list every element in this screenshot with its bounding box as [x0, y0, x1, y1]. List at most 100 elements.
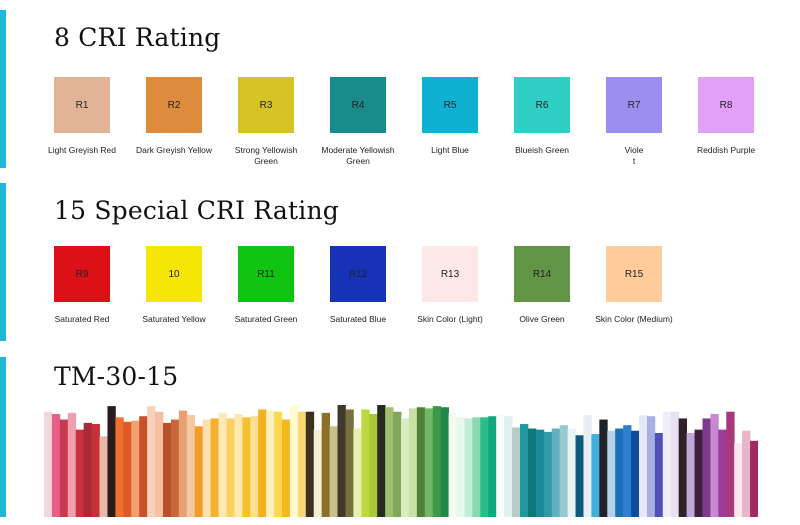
tm30-sample-bar: [654, 433, 664, 517]
tm30-sample-bar: [91, 424, 100, 517]
tm30-sample-bar: [662, 411, 672, 517]
tm30-sample-bar: [385, 407, 394, 517]
tm30-sample-bar: [742, 430, 751, 517]
swatch-name: Moderate Yellowish Green: [321, 145, 395, 166]
tm30-sample-bar: [520, 424, 529, 517]
tm30-sample-bar: [559, 425, 568, 517]
tm30-sample-bar: [432, 406, 442, 517]
cri15-title: 15 Special CRI Rating: [54, 196, 339, 225]
tm30-sample-bar: [472, 417, 481, 517]
tm30-sample-bar: [678, 418, 687, 517]
tm30-sample-bar: [131, 420, 140, 517]
swatch-r8: R8 Reddish Purple: [680, 77, 772, 167]
tm30-sample-bar: [282, 419, 291, 517]
swatch-color-block: 10: [146, 246, 202, 302]
swatch-name: Skin Color (Medium): [595, 314, 673, 324]
tm30-sample-bar: [599, 419, 608, 517]
swatch-color-block: R8: [698, 77, 754, 133]
tm30-sample-bar: [591, 434, 600, 517]
swatch-name: Strong Yellowish Green: [234, 145, 298, 166]
tm30-sample-bar: [543, 431, 553, 517]
swatch-r4: R4 Moderate Yellowish Green: [312, 77, 404, 167]
tm30-sample-bar: [496, 413, 505, 517]
swatch-color-block: R3: [238, 77, 294, 133]
tm30-sample-bar: [313, 429, 323, 517]
tm30-sample-bar: [186, 415, 196, 517]
tm30-sample-bar: [464, 418, 473, 517]
tm30-sample-bar: [329, 426, 338, 517]
tm30-sample-bar: [583, 415, 592, 517]
swatch-code: R4: [351, 99, 365, 111]
tm30-sample-bar: [115, 417, 124, 517]
tm30-sample-bar: [194, 426, 204, 517]
swatch-color-block: R5: [422, 77, 478, 133]
tm30-sample-bar: [139, 416, 148, 517]
tm30-sample-bar: [527, 428, 537, 517]
tm30-sample-bar: [99, 436, 108, 517]
tm30-sample-bar: [353, 428, 362, 517]
swatch-color-block: R12: [330, 246, 386, 302]
tm30-sample-bar: [289, 406, 299, 517]
tm30-sample-bar: [623, 425, 632, 517]
tm30-sample-bar: [377, 405, 386, 517]
swatch-r14: R14 Olive Green: [496, 246, 588, 325]
tm30-title: TM-30-15: [54, 362, 179, 391]
swatch-name: Dark Greyish Yellow: [135, 145, 213, 155]
section-accent-bar-tm30: [0, 357, 6, 517]
swatch-code: 10: [168, 268, 180, 280]
tm30-sample-bar: [734, 443, 743, 517]
swatch-code: R9: [75, 268, 89, 280]
tm30-sample-bar: [51, 413, 61, 517]
swatch-10: 10 Saturated Yellow: [128, 246, 220, 325]
swatch-code: R11: [257, 268, 275, 280]
tm30-sample-bar: [218, 412, 227, 517]
swatch-color-block: R4: [330, 77, 386, 133]
swatch-code: R12: [348, 268, 368, 280]
swatch-code: R5: [443, 99, 457, 111]
swatch-name: Saturated Green: [234, 314, 298, 324]
swatch-r11: R11 Saturated Green: [220, 246, 312, 325]
tm30-sample-bar: [361, 409, 370, 517]
tm30-sample-bar: [297, 411, 307, 517]
swatch-r7: R7 Viole t: [588, 77, 680, 167]
section-accent-bar-cri15: [0, 183, 6, 341]
tm30-sample-bar: [393, 411, 402, 517]
tm30-sample-bar: [607, 430, 616, 517]
cri8-title: 8 CRI Rating: [54, 23, 221, 52]
tm30-sample-bar: [59, 419, 69, 517]
swatch-name: Saturated Yellow: [142, 314, 206, 324]
swatch-color-block: R9: [54, 246, 110, 302]
tm30-sample-bar: [44, 411, 53, 517]
swatch-color-block: R15: [606, 246, 662, 302]
swatch-name: Reddish Purple: [696, 145, 756, 155]
swatch-code: R14: [532, 268, 552, 280]
tm30-sample-bar: [147, 406, 156, 517]
section-accent-bar-cri8: [0, 10, 6, 168]
swatch-r2: R2 Dark Greyish Yellow: [128, 77, 220, 167]
tm30-sample-bar: [646, 416, 656, 517]
tm30-sample-bar: [226, 418, 235, 517]
swatch-color-block: R6: [514, 77, 570, 133]
tm30-sample-bar: [575, 435, 584, 517]
swatch-name: Viole t: [624, 145, 644, 166]
tm30-sample-bar: [639, 415, 648, 517]
swatch-code: R13: [440, 268, 460, 280]
swatch-name: Blueish Green: [515, 145, 569, 155]
tm30-sample-bar: [408, 408, 418, 517]
swatch-color-block: R7: [606, 77, 662, 133]
swatch-r3: R3 Strong Yellowish Green: [220, 77, 312, 167]
tm30-sample-bar: [535, 429, 545, 517]
tm30-sample-bar: [694, 429, 703, 517]
tm30-sample-bar: [424, 408, 434, 517]
swatch-r6: R6 Blueish Green: [496, 77, 588, 167]
tm30-sample-bar: [369, 413, 378, 517]
tm30-sample-bar: [155, 411, 164, 517]
tm30-sample-bar: [726, 411, 735, 517]
cri15-swatch-row: R9 Saturated Red 10 Saturated Yellow R11 Satu…: [36, 246, 680, 325]
swatch-r5: R5 Light Blue: [404, 77, 496, 167]
tm30-sample-bar: [250, 416, 259, 517]
tm30-sample-bar: [440, 407, 449, 517]
tm30-sample-bar: [274, 411, 283, 517]
swatch-r9: R9 Saturated Red: [36, 246, 128, 325]
swatch-code: R3: [259, 99, 273, 111]
